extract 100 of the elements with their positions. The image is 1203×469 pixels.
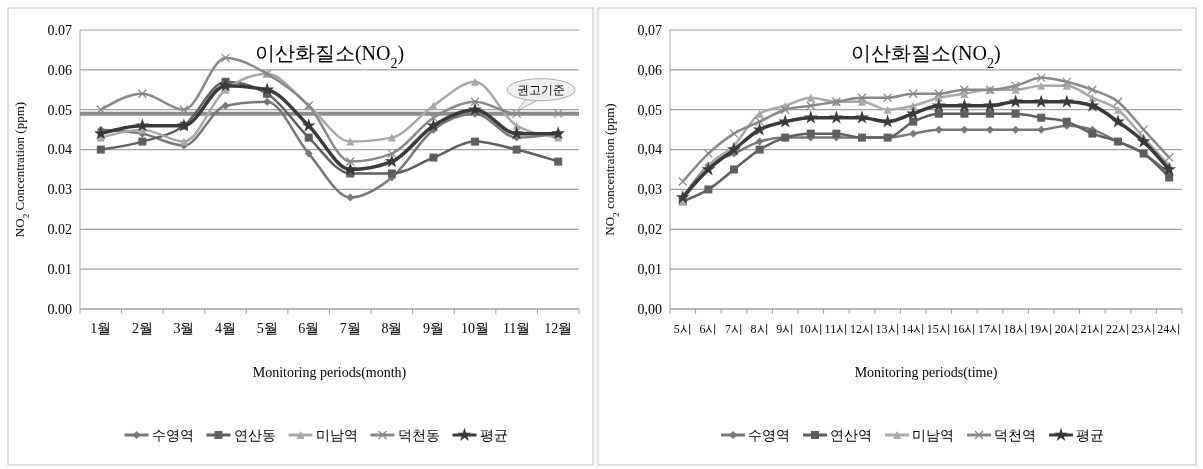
point xyxy=(1011,109,1020,118)
x-tick-label: 10월 xyxy=(461,321,490,336)
legend-label: 미남역 xyxy=(912,426,954,443)
x-tick-label: 9시 xyxy=(776,322,795,336)
point xyxy=(934,109,943,118)
point xyxy=(1111,114,1125,128)
point xyxy=(1062,77,1072,87)
point xyxy=(387,133,396,142)
point xyxy=(1113,97,1123,107)
x-tick-label: 13시 xyxy=(875,322,900,336)
legend-label: 연산동 xyxy=(233,426,276,443)
point xyxy=(752,122,767,136)
point xyxy=(554,157,563,166)
x-tick-label: 20시 xyxy=(1054,322,1079,336)
point xyxy=(829,110,844,124)
point xyxy=(909,129,918,138)
x-tick-label: 6월 xyxy=(298,321,320,336)
point xyxy=(960,109,969,118)
y-tick-label: 0,03 xyxy=(637,182,662,198)
point xyxy=(727,142,741,156)
x-tick-label: 8시 xyxy=(750,322,769,336)
x-tick-label: 5시 xyxy=(673,322,692,336)
x-axis-title: Monitoring periods(time) xyxy=(854,365,998,381)
y-tick-label: 0,05 xyxy=(637,102,662,118)
point xyxy=(1011,81,1021,91)
x-tick-label: 9월 xyxy=(422,321,444,336)
point xyxy=(346,137,355,146)
point xyxy=(1036,73,1046,83)
point xyxy=(426,118,441,132)
x-tick-label: 8월 xyxy=(381,321,403,336)
x-tick-label: 22시 xyxy=(1106,322,1130,336)
x-tick-label: 1월 xyxy=(90,321,112,336)
y-tick-label: 0,07 xyxy=(637,22,662,38)
y-tick-label: 0,02 xyxy=(637,222,662,238)
point xyxy=(1087,85,1097,95)
point xyxy=(1136,134,1151,148)
point xyxy=(1034,94,1049,108)
point xyxy=(857,93,867,103)
legend-label: 미남역 xyxy=(315,426,358,443)
point xyxy=(931,98,946,112)
x-axis-title: Monitoring periods(month) xyxy=(252,365,407,381)
x-tick-label: 7월 xyxy=(339,321,361,336)
x-tick-label: 11월 xyxy=(502,321,531,336)
legend-label: 수영역 xyxy=(151,426,194,443)
y-tick-label: 0.02 xyxy=(47,222,72,238)
point xyxy=(220,53,231,63)
x-tick-label: 19시 xyxy=(1029,322,1054,336)
point xyxy=(304,133,313,142)
x-tick-label: 24시 xyxy=(1157,322,1182,336)
text: 이산화질소(NO$_{2}$) xyxy=(254,42,405,71)
x-tick-label: 12월 xyxy=(544,321,573,336)
point xyxy=(429,153,438,162)
point xyxy=(553,109,563,119)
point xyxy=(755,137,764,146)
point xyxy=(301,118,316,132)
point xyxy=(1088,129,1097,138)
point xyxy=(135,118,150,132)
point xyxy=(883,93,893,103)
point xyxy=(960,125,969,134)
y-tick-label: 0.04 xyxy=(47,142,72,158)
point xyxy=(387,148,397,159)
x-tick-label: 12시 xyxy=(850,322,874,336)
point xyxy=(471,77,480,86)
point xyxy=(260,82,275,96)
point xyxy=(387,169,396,178)
point xyxy=(780,105,790,115)
point xyxy=(263,97,272,106)
point xyxy=(806,129,815,138)
legend-label: 연산역 xyxy=(830,426,872,443)
point xyxy=(384,154,399,168)
y-tick-label: 0,04 xyxy=(637,142,662,158)
x-tick-label: 4월 xyxy=(215,321,237,336)
point xyxy=(986,109,994,118)
point xyxy=(806,101,816,111)
x-tick-label: 5월 xyxy=(256,321,278,336)
y-tick-label: 0.00 xyxy=(47,301,72,317)
x-tick-label: 7시 xyxy=(725,322,743,336)
point xyxy=(959,85,969,95)
point xyxy=(345,156,355,167)
text: 이산화질소(NO$_{2}$) xyxy=(851,42,1001,71)
x-tick-label: 11시 xyxy=(824,322,849,336)
point xyxy=(468,102,482,116)
point xyxy=(908,89,918,99)
point xyxy=(934,125,943,134)
point xyxy=(755,117,765,127)
x-tick-label: 10시 xyxy=(798,322,823,336)
point xyxy=(138,137,147,146)
y-tick-label: 0,06 xyxy=(637,62,662,78)
point xyxy=(137,89,147,99)
point xyxy=(346,193,355,202)
point xyxy=(986,125,994,134)
point xyxy=(221,101,230,110)
legend-label: 덕천역 xyxy=(994,426,1036,443)
point xyxy=(1008,94,1023,108)
legend-label: 평균 xyxy=(479,426,508,443)
point xyxy=(983,98,997,112)
point xyxy=(218,78,233,92)
point xyxy=(179,137,188,146)
point xyxy=(701,162,716,176)
x-tick-label: 14시 xyxy=(901,322,926,336)
